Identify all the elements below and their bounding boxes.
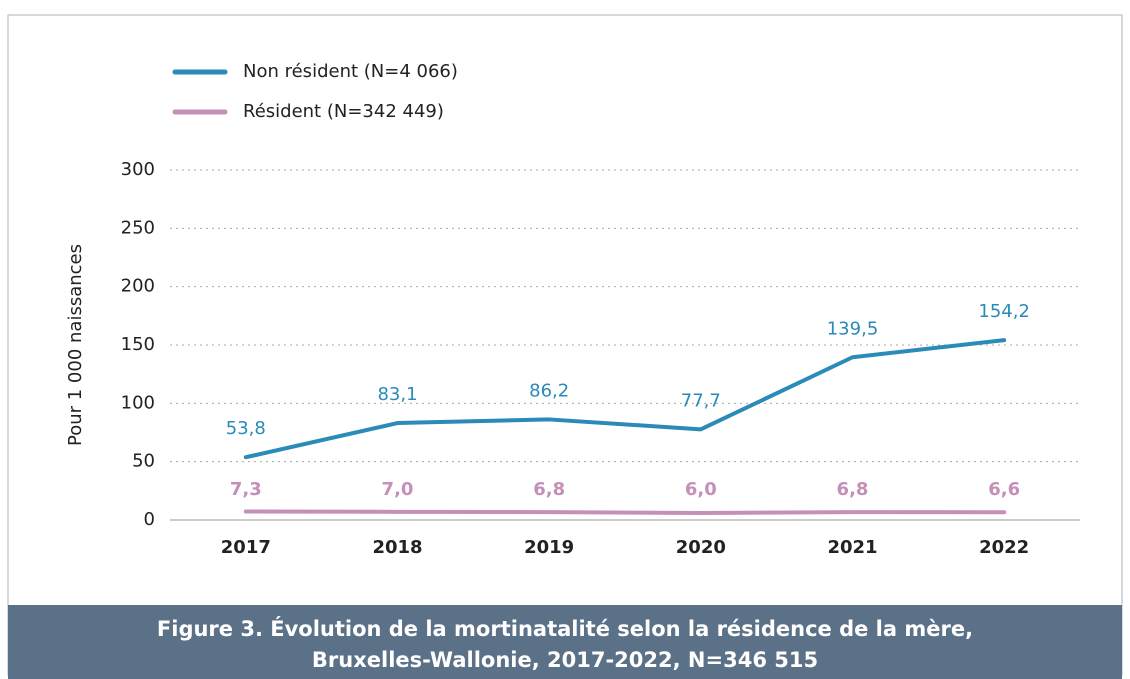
data-label: 7,0 [382,479,414,500]
y-tick-label: 150 [121,334,155,355]
y-tick-label: 50 [132,451,155,472]
frame [7,14,1123,676]
data-label: 6,0 [685,479,717,500]
x-tick-label: 2017 [221,537,271,558]
x-tick-label: 2020 [676,537,726,558]
data-label: 83,1 [377,384,417,405]
series-line [243,338,1007,460]
data-label: 6,8 [533,479,565,500]
y-tick-label: 100 [121,392,155,413]
x-tick-label: 2018 [372,537,422,558]
data-label: 53,8 [226,418,266,439]
series-line [243,509,1007,515]
y-tick-label: 250 [121,217,155,238]
caption-line: Figure 3. Évolution de la mortinatalité … [157,616,973,641]
y-tick-label: 300 [121,159,155,180]
data-label: 7,3 [230,479,262,500]
data-label: 139,5 [827,318,879,339]
y-tick-label: 0 [144,509,155,530]
caption-line: Bruxelles-Wallonie, 2017-2022, N=346 515 [312,648,818,672]
y-tick-label: 200 [121,276,155,297]
x-tick-label: 2021 [827,537,877,558]
x-tick-label: 2022 [979,537,1029,558]
legend-label: Non résident (N=4 066) [243,61,458,82]
y-axis-label: Pour 1 000 naissances [65,244,86,446]
data-label: 86,2 [529,380,569,401]
x-tick-label: 2019 [524,537,574,558]
data-label: 6,6 [988,479,1020,500]
caption-band [8,605,1122,679]
data-label: 6,8 [837,479,869,500]
legend-label: Résident (N=342 449) [243,101,444,122]
data-label: 77,7 [681,390,721,411]
data-label: 154,2 [978,301,1030,322]
